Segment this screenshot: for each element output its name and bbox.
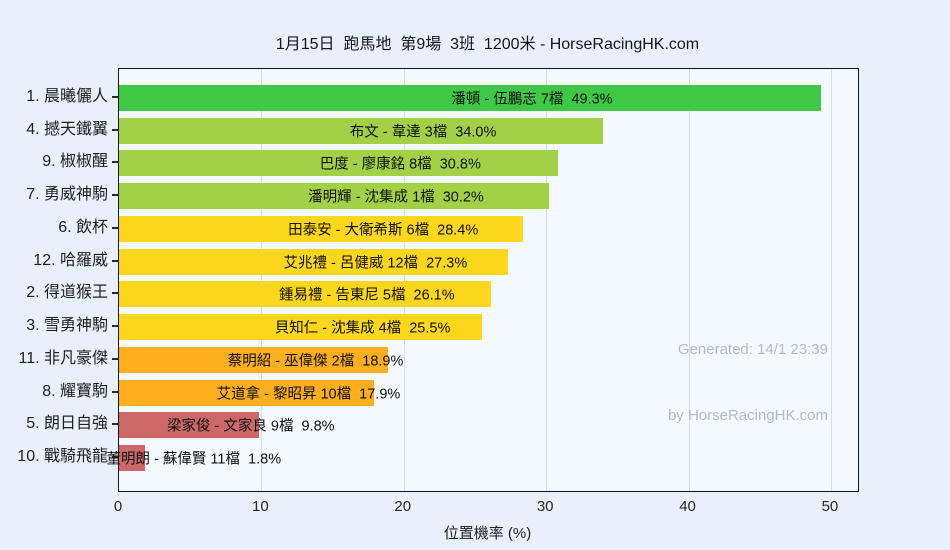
x-axis-tick-label: 20: [394, 498, 412, 515]
probability-bar: [119, 117, 604, 144]
horse-label: 1. 晨曦儷人: [26, 88, 108, 105]
bar-annotation: 布文 - 韋達 3檔 34.0%: [349, 124, 497, 141]
x-axis-label: 位置機率 (%): [443, 525, 532, 542]
y-axis-tick: [112, 292, 118, 295]
y-axis-tick: [112, 161, 118, 164]
watermark-line2: by HorseRacingHK.com: [667, 407, 828, 424]
gridline: [261, 69, 263, 491]
probability-bar: [119, 183, 549, 210]
bar-annotation: 貝知仁 - 沈集成 4檔 25.5%: [274, 320, 451, 337]
y-axis-tick: [112, 259, 118, 262]
horse-label: 3. 雪勇神駒: [26, 317, 108, 335]
probability-bar: [119, 412, 259, 439]
bar-annotation: 田泰安 - 大衛希斯 6檔 28.4%: [288, 222, 479, 239]
gridline: [546, 69, 548, 491]
probability-bar: [119, 346, 389, 373]
bar-annotation: 巴度 - 廖康銘 8檔 30.8%: [319, 156, 481, 173]
horse-label: 8. 耀寶駒: [42, 382, 108, 400]
horse-label: 5. 朗日自強: [26, 415, 108, 433]
y-axis-tick: [112, 226, 118, 229]
horse-label: 7. 勇威神駒: [26, 186, 108, 204]
probability-bar: [119, 314, 483, 341]
horse-label: 9. 椒椒醒: [42, 153, 108, 171]
bar-annotation: 蔡明紹 - 巫偉傑 2檔 18.9%: [227, 353, 404, 370]
x-axis-tick-label: 0: [113, 498, 123, 515]
y-axis-tick: [112, 456, 118, 459]
horse-label: 10. 戰騎飛龍: [17, 448, 108, 466]
horse-label: 2. 得道猴王: [26, 284, 108, 302]
chart-title: 1月15日 跑馬地 第9場 3班 1200米 - HorseRacingHK.c…: [275, 36, 700, 53]
y-axis-tick: [112, 96, 118, 98]
probability-bar: [119, 215, 524, 242]
y-axis-tick: [112, 128, 118, 131]
bar-annotation: 梁家俊 - 文家良 9檔 9.8%: [166, 418, 335, 435]
x-axis-tick-label: 10: [252, 498, 269, 515]
y-axis-tick: [112, 390, 118, 393]
watermark-line1: Generated: 14/1 23:39: [677, 341, 828, 358]
bar-annotation: 鍾易禮 - 告東尼 5檔 26.1%: [278, 287, 455, 304]
watermark: Generated: 14/1 23:39 by HorseRacingHK.c…: [668, 295, 828, 471]
bar-annotation: 艾兆禮 - 呂健威 12檔 27.3%: [283, 255, 468, 272]
probability-bar: [119, 445, 145, 472]
gridline: [688, 69, 690, 491]
bar-annotation: 艾道拿 - 黎昭昇 10檔 17.9%: [216, 386, 401, 403]
horse-label: 4. 撼天鐵翼: [26, 120, 108, 138]
y-axis-tick: [112, 194, 118, 197]
y-axis-tick: [112, 325, 118, 328]
x-axis-tick-label: 30: [536, 498, 554, 515]
y-axis-tick: [112, 423, 118, 426]
probability-bar: [119, 150, 558, 177]
probability-bar: [119, 85, 821, 111]
probability-bar: [119, 248, 508, 275]
bar-annotation: 董明朗 - 蘇偉賢 11檔 1.8%: [106, 451, 282, 468]
horse-label: 6. 飲杯: [58, 218, 108, 236]
plot-area: 潘頓 - 伍鵬志 7檔 49.3% 布文 - 韋達 3檔 34.0% 巴度 - 廖康…: [107, 68, 859, 492]
gridline: [403, 69, 405, 491]
bar-annotation: 潘頓 - 伍鵬志 7檔 49.3%: [451, 91, 613, 108]
probability-bar: [119, 379, 374, 406]
x-axis-tick-label: 50: [821, 498, 839, 515]
horse-label: 12. 哈羅威: [33, 251, 108, 269]
horse-label: 11. 非凡豪傑: [18, 349, 108, 367]
x-axis-tick-label: 40: [679, 498, 696, 515]
y-axis-tick: [112, 357, 118, 360]
probability-bar: [119, 281, 491, 308]
bar-annotation: 潘明輝 - 沈集成 1檔 30.2%: [308, 189, 484, 206]
gridline: [830, 69, 832, 491]
